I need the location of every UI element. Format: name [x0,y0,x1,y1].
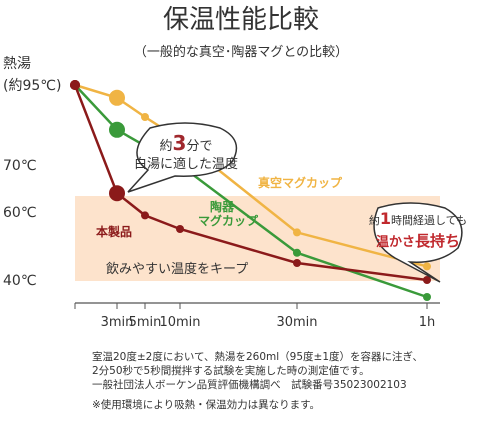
callout-text: 白湯に適した温度 [134,156,238,172]
x-tick-label: 5min [129,315,162,330]
y-top-label: 熱湯 [3,55,31,72]
data-point [176,225,184,233]
footnote: ※使用環境により吸熱・保温効力は異なります。 [92,398,320,411]
data-point [423,293,431,301]
callout-bubble [373,202,463,283]
data-point [293,228,301,237]
callout-bubble [127,122,238,193]
legend-label: 本製品 [96,224,132,239]
y-tick-label: 40℃ [3,273,37,289]
callout-text: 約1時間経過しても [369,209,467,228]
y-tick-label: 70℃ [3,158,37,174]
data-point [109,121,125,138]
series-line [73,84,428,282]
chart-title: 保温性能比較 [163,5,319,35]
data-point [423,262,431,271]
data-point [109,185,125,202]
x-tick-label: 10min [159,315,200,330]
y-tick-label: (約95℃) [3,78,61,94]
data-point [423,276,431,284]
callout-text: 約3分で [160,131,213,155]
footnote: 一般社団法人ボーケン品質評価機構調べ 試験番号35023002103 [92,378,407,391]
x-tick-label: 1h [419,315,436,330]
data-point [141,211,149,220]
band-label: 飲みやすい温度をキープ [106,261,248,277]
footnote: 2分50秒で5秒間撹拌する試験を実施した時の測定値です。 [92,364,370,377]
x-tick-label: 3min [101,315,134,330]
chart-subtitle: （一般的な真空･陶器マグとの比較） [134,44,348,60]
data-point [109,89,125,106]
data-point [293,248,301,257]
legend-label: 陶器 [210,199,235,214]
legend-label: 真空マグカップ [258,175,343,190]
x-tick-label: 30min [276,315,317,330]
callout-text: 温かさ長持ち [376,232,460,250]
footnote: 室温20度±2度において、熱湯を260ml（95度±1度）を容器に注ぎ、 [92,350,423,363]
data-point [141,113,149,121]
footnotes: 室温20度±2度において、熱湯を260ml（95度±1度）を容器に注ぎ、2分50… [92,350,423,411]
data-point [70,80,80,90]
data-point [293,259,301,267]
y-tick-label: 60℃ [3,205,37,221]
legend-label: 陶器マグカップ [198,199,259,228]
legend-label: マグカップ [198,213,259,228]
